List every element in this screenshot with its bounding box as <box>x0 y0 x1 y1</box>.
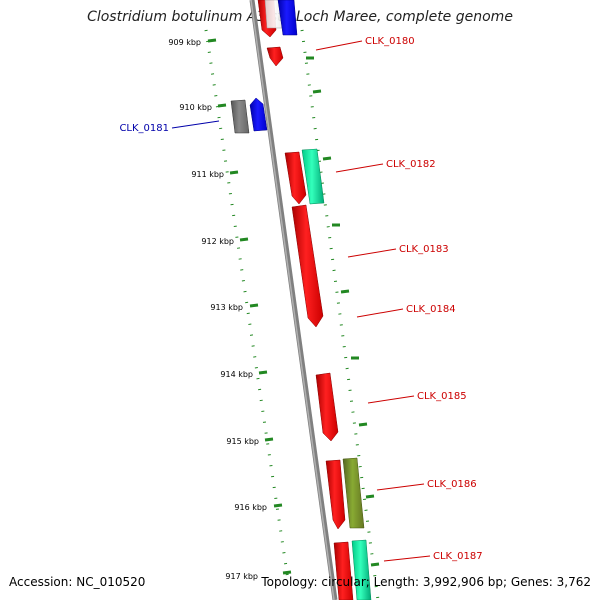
tick-marks <box>207 38 380 575</box>
tick-mark <box>365 494 375 499</box>
gene-label[interactable]: CLK_0180 <box>365 36 415 47</box>
genome-summary: Topology: circular; Length: 3,992,906 bp… <box>261 575 591 589</box>
map-title: Clostridium botulinum A3 str. Loch Maree… <box>87 9 513 25</box>
gene-feature[interactable] <box>315 372 339 442</box>
gene-label[interactable]: CLK_0183 <box>399 244 449 255</box>
gene-feature[interactable] <box>230 99 250 134</box>
gene-label[interactable]: CLK_0187 <box>433 551 483 562</box>
leader-line <box>335 163 384 173</box>
leader-line <box>367 395 415 404</box>
genome-backbone-highlight <box>250 0 335 600</box>
tick-mark <box>312 89 322 94</box>
leader-line <box>356 308 404 318</box>
tick-label: 916 kbp <box>234 503 267 512</box>
tick-mark <box>264 437 274 442</box>
gene-feature[interactable] <box>333 541 354 600</box>
tick-mark <box>207 38 217 43</box>
tick-mark <box>217 103 227 108</box>
gene-label[interactable]: CLK_0181 <box>119 123 169 134</box>
tick-label: 915 kbp <box>226 437 259 446</box>
tick-mark <box>358 422 368 427</box>
tick-mark <box>239 237 249 242</box>
tick-mark <box>258 370 268 375</box>
tick-mark <box>322 156 332 161</box>
tick-mark <box>282 570 292 575</box>
gene-label[interactable]: CLK_0182 <box>386 159 436 170</box>
gene-feature[interactable] <box>291 204 324 328</box>
tick-label: 917 kbp <box>225 572 258 581</box>
tick-mark <box>249 303 259 308</box>
gene-feature[interactable] <box>266 46 284 67</box>
leader-line <box>376 483 425 491</box>
gene-label[interactable]: CLK_0185 <box>417 391 467 402</box>
gene-feature[interactable] <box>342 457 365 529</box>
tick-mark <box>273 503 283 508</box>
tick-mark <box>340 289 350 294</box>
tick-mark <box>229 170 239 175</box>
leader-line <box>171 120 220 129</box>
leader-line <box>315 40 363 51</box>
leader-line <box>383 555 431 562</box>
gene-label[interactable]: CLK_0184 <box>406 304 456 315</box>
leader-line <box>347 248 397 258</box>
tick-label: 911 kbp <box>191 170 224 179</box>
gene-feature[interactable] <box>284 151 307 205</box>
gene-feature[interactable] <box>351 539 372 600</box>
genome-backbone <box>249 0 338 600</box>
tick-label: 910 kbp <box>179 103 212 112</box>
tick-label: 914 kbp <box>220 370 253 379</box>
tick-label: 913 kbp <box>210 303 243 312</box>
tick-mark <box>370 562 380 567</box>
gene-feature[interactable] <box>249 97 268 132</box>
accession-label: Accession: NC_010520 <box>9 575 146 589</box>
tick-label: 912 kbp <box>201 237 234 246</box>
tick-label: 909 kbp <box>168 38 201 47</box>
gene-features <box>230 0 372 600</box>
leader-lines <box>171 40 431 562</box>
gene-feature[interactable] <box>301 148 325 205</box>
gene-label[interactable]: CLK_0186 <box>427 479 477 490</box>
gene-feature[interactable] <box>325 459 346 530</box>
gene-feature[interactable] <box>277 0 298 36</box>
